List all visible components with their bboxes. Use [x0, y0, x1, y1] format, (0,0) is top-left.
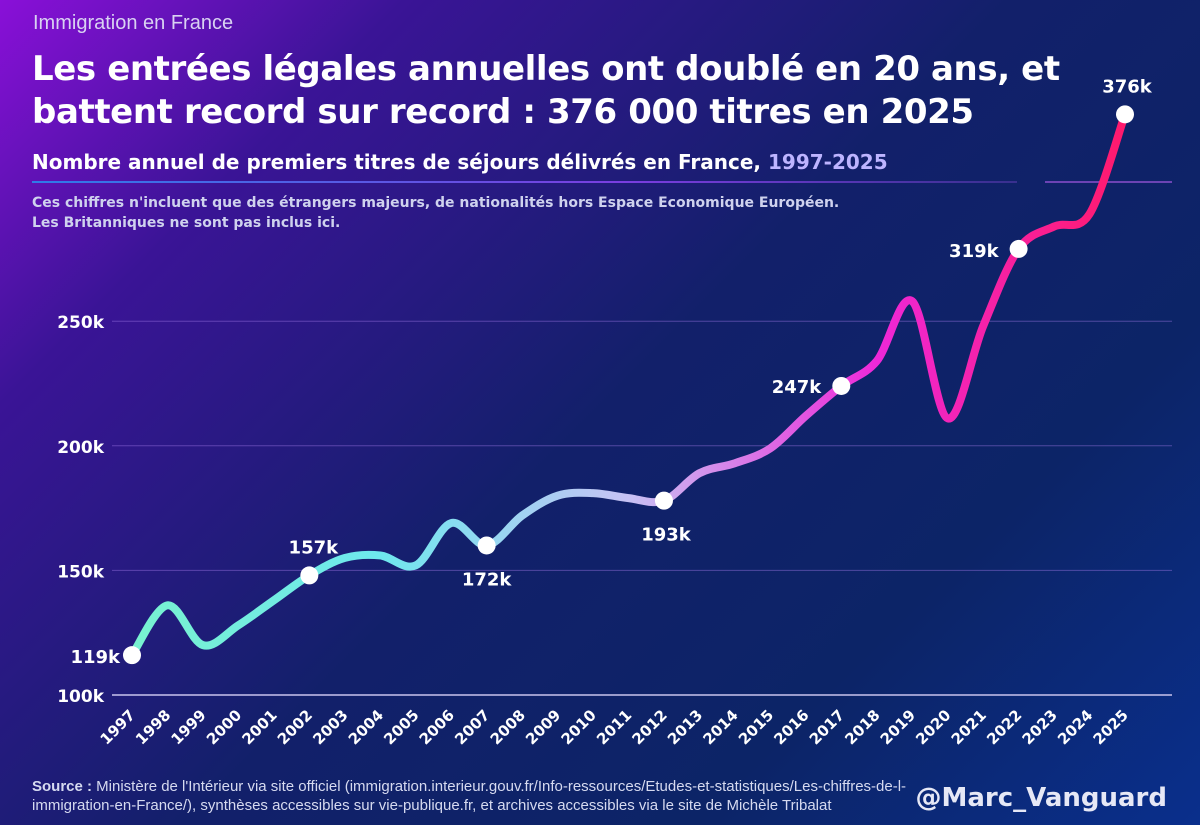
- point-marker: [654, 491, 673, 510]
- data-label: 376k: [1102, 76, 1153, 97]
- x-tick-label: 2003: [309, 706, 351, 748]
- series-line: [128, 110, 1129, 660]
- x-tick-label: 2024: [1054, 706, 1096, 748]
- x-tick-label: 2018: [841, 706, 883, 748]
- y-tick-label: 200k: [57, 438, 104, 458]
- x-tick-label: 1998: [132, 706, 174, 748]
- x-tick-label: 2020: [912, 706, 954, 748]
- subtitle-years: 1997-2025: [768, 150, 888, 174]
- x-tick-label: 1999: [168, 706, 210, 748]
- x-tick-label: 2013: [664, 706, 706, 748]
- x-tick-label: 2012: [629, 706, 671, 748]
- x-tick-label: 2019: [877, 706, 919, 748]
- x-tick-label: 2001: [238, 706, 280, 748]
- source-text: Ministère de l'Intérieur via site offici…: [32, 778, 907, 814]
- x-tick-label: 2005: [380, 706, 422, 748]
- y-tick-label: 250k: [57, 313, 104, 333]
- point-marker: [477, 536, 496, 555]
- x-tick-label: 2017: [806, 706, 848, 748]
- x-tick-label: 2010: [558, 706, 600, 748]
- x-tick-label: 2011: [593, 706, 635, 748]
- subtitle-underline-right: [1045, 181, 1172, 183]
- chart-subtitle: Nombre annuel de premiers titres de séjo…: [32, 150, 888, 174]
- subtitle-main: Nombre annuel de premiers titres de séjo…: [32, 150, 768, 174]
- x-tick-label: 2000: [203, 706, 245, 748]
- data-label: 193k: [641, 525, 692, 546]
- subtitle-underline: [32, 181, 1017, 183]
- source-label: Source :: [32, 778, 93, 795]
- x-tick-label: 1997: [97, 706, 139, 748]
- point-marker: [300, 566, 319, 585]
- note-line-1: Ces chiffres n'incluent que des étranger…: [32, 195, 840, 211]
- point-marker: [832, 376, 851, 395]
- point-marker: [1009, 239, 1028, 258]
- y-tick-label: 100k: [57, 687, 104, 707]
- x-tick-label: 2021: [948, 706, 990, 748]
- note-line-2: Les Britanniques ne sont pas inclus ici.: [32, 215, 341, 231]
- x-tick-label: 2008: [487, 706, 529, 748]
- x-tick-label: 2007: [451, 706, 493, 748]
- author-handle: @Marc_Vanguard: [915, 783, 1167, 813]
- data-label: 172k: [462, 569, 513, 590]
- x-tick-label: 2022: [983, 706, 1025, 748]
- data-label: 319k: [949, 241, 1000, 262]
- x-tick-label: 2016: [770, 706, 812, 748]
- data-label: 119k: [70, 647, 121, 668]
- x-tick-label: 2009: [522, 706, 564, 748]
- data-label: 157k: [289, 537, 340, 558]
- x-tick-label: 2014: [699, 706, 741, 748]
- x-tick-label: 2015: [735, 706, 777, 748]
- data-label: 247k: [772, 377, 823, 398]
- y-tick-label: 150k: [57, 562, 104, 582]
- point-marker: [123, 646, 141, 665]
- kicker-text: Immigration en France: [33, 12, 234, 34]
- x-tick-label: 2023: [1019, 706, 1061, 748]
- point-marker: [1116, 105, 1134, 124]
- source-note: Source : Ministère de l'Intérieur via si…: [32, 777, 922, 815]
- x-tick-label: 2002: [274, 706, 316, 748]
- x-tick-label: 2004: [345, 706, 387, 748]
- x-tick-label: 2006: [416, 706, 458, 748]
- x-tick-label: 2025: [1090, 706, 1132, 748]
- chart-note: Ces chiffres n'incluent que des étranger…: [32, 193, 839, 233]
- chart-title: Les entrées légales annuelles ont doublé…: [32, 49, 1060, 132]
